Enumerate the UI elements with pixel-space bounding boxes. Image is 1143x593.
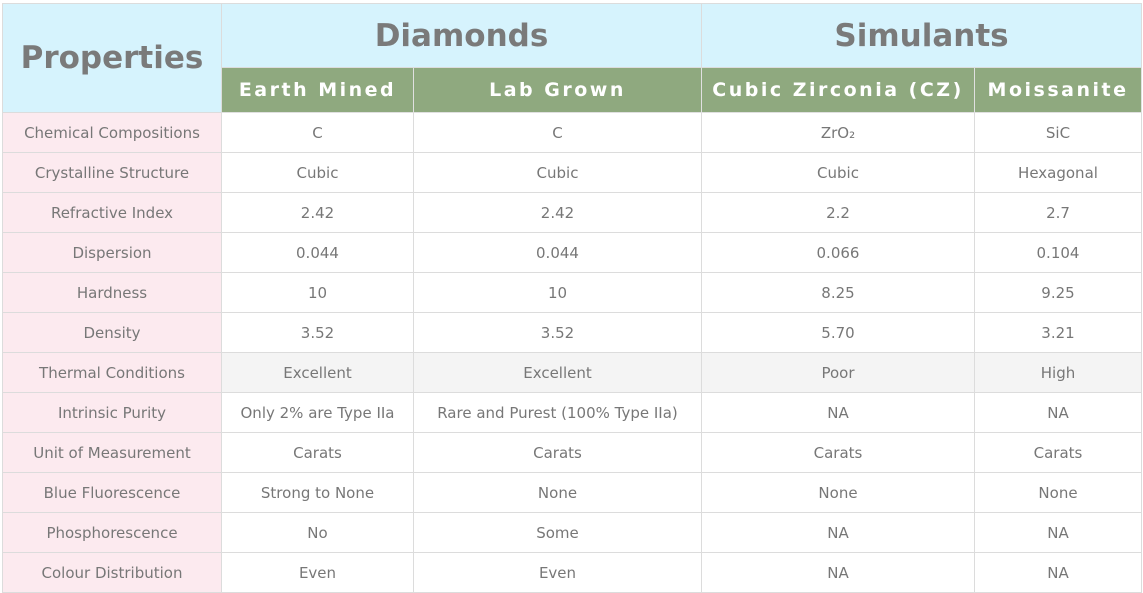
table-cell: 2.42 <box>221 192 414 233</box>
table-cell: 3.21 <box>974 312 1142 353</box>
comparison-table: Properties Diamonds Simulants Earth Mine… <box>2 3 1142 593</box>
property-name: Phosphorescence <box>2 512 222 553</box>
column-header-earth-mined: Earth Mined <box>221 67 414 113</box>
table-row: Blue Fluorescence Strong to None None None N… <box>2 472 1142 513</box>
table-cell: 10 <box>221 272 414 313</box>
table-cell: 0.066 <box>701 232 975 273</box>
table-cell: 3.52 <box>221 312 414 353</box>
table-cell: Cubic <box>413 152 702 193</box>
property-name: Colour Distribution <box>2 552 222 593</box>
column-header-cubic-zirconia: Cubic Zirconia (CZ) <box>701 67 975 113</box>
table-cell: Only 2% are Type IIa <box>221 392 414 433</box>
table-cell: No <box>221 512 414 553</box>
table-cell: Cubic <box>221 152 414 193</box>
table-row: Chemical Compositions C C ZrO₂ SiC <box>2 112 1142 153</box>
table-cell: 9.25 <box>974 272 1142 313</box>
table-cell: 2.2 <box>701 192 975 233</box>
table-cell: C <box>413 112 702 153</box>
property-name: Dispersion <box>2 232 222 273</box>
table-cell: Strong to None <box>221 472 414 513</box>
table-row: Unit of Measurement Carats Carats Carats Car… <box>2 432 1142 473</box>
property-name: Hardness <box>2 272 222 313</box>
table-cell: NA <box>974 392 1142 433</box>
table-cell: NA <box>701 552 975 593</box>
property-name: Blue Fluorescence <box>2 472 222 513</box>
table-cell: 8.25 <box>701 272 975 313</box>
property-name: Chemical Compositions <box>2 112 222 153</box>
table-cell: 10 <box>413 272 702 313</box>
property-name: Refractive Index <box>2 192 222 233</box>
table-row: Intrinsic Purity Only 2% are Type IIa Rare… <box>2 392 1142 433</box>
table-cell: C <box>221 112 414 153</box>
table-row: Dispersion 0.044 0.044 0.066 0.104 <box>2 232 1142 273</box>
table-cell: None <box>413 472 702 513</box>
group-header-simulants: Simulants <box>701 3 1142 68</box>
table-cell: None <box>701 472 975 513</box>
table-row: Phosphorescence No Some NA NA <box>2 512 1142 553</box>
table-cell: Poor <box>701 352 975 393</box>
column-header-moissanite: Moissanite <box>974 67 1142 113</box>
table-row: Thermal Conditions Excellent Excellent Poor… <box>2 352 1142 393</box>
table-cell: Hexagonal <box>974 152 1142 193</box>
table-cell: 3.52 <box>413 312 702 353</box>
table-row: Crystalline Structure Cubic Cubic Cubic Hexa… <box>2 152 1142 193</box>
table-cell: Rare and Purest (100% Type IIa) <box>413 392 702 433</box>
table-row: Hardness 10 10 8.25 9.25 <box>2 272 1142 313</box>
table-cell: 0.044 <box>413 232 702 273</box>
table-cell: ZrO₂ <box>701 112 975 153</box>
properties-header: Properties <box>2 3 222 113</box>
table-row: Colour Distribution Even Even NA NA <box>2 552 1142 593</box>
table-cell: Cubic <box>701 152 975 193</box>
property-name: Intrinsic Purity <box>2 392 222 433</box>
table-cell: Carats <box>701 432 975 473</box>
table-cell: NA <box>701 512 975 553</box>
table-cell: 0.104 <box>974 232 1142 273</box>
table-cell: Excellent <box>413 352 702 393</box>
table-cell: Even <box>221 552 414 593</box>
table-cell: 0.044 <box>221 232 414 273</box>
table-cell: Carats <box>221 432 414 473</box>
table-cell: Even <box>413 552 702 593</box>
table-row: Density 3.52 3.52 5.70 3.21 <box>2 312 1142 353</box>
property-name: Crystalline Structure <box>2 152 222 193</box>
table-cell: NA <box>701 392 975 433</box>
table-cell: NA <box>974 552 1142 593</box>
table-cell: 5.70 <box>701 312 975 353</box>
property-name: Thermal Conditions <box>2 352 222 393</box>
table-row: Refractive Index 2.42 2.42 2.2 2.7 <box>2 192 1142 233</box>
table-cell: High <box>974 352 1142 393</box>
table-cell: Carats <box>413 432 702 473</box>
table-cell: 2.7 <box>974 192 1142 233</box>
column-header-lab-grown: Lab Grown <box>413 67 702 113</box>
table-cell: Some <box>413 512 702 553</box>
table-cell: Carats <box>974 432 1142 473</box>
table-cell: None <box>974 472 1142 513</box>
table-cell: Excellent <box>221 352 414 393</box>
property-name: Density <box>2 312 222 353</box>
property-name: Unit of Measurement <box>2 432 222 473</box>
table-cell: SiC <box>974 112 1142 153</box>
group-header-diamonds: Diamonds <box>221 3 702 68</box>
table-cell: NA <box>974 512 1142 553</box>
table-cell: 2.42 <box>413 192 702 233</box>
